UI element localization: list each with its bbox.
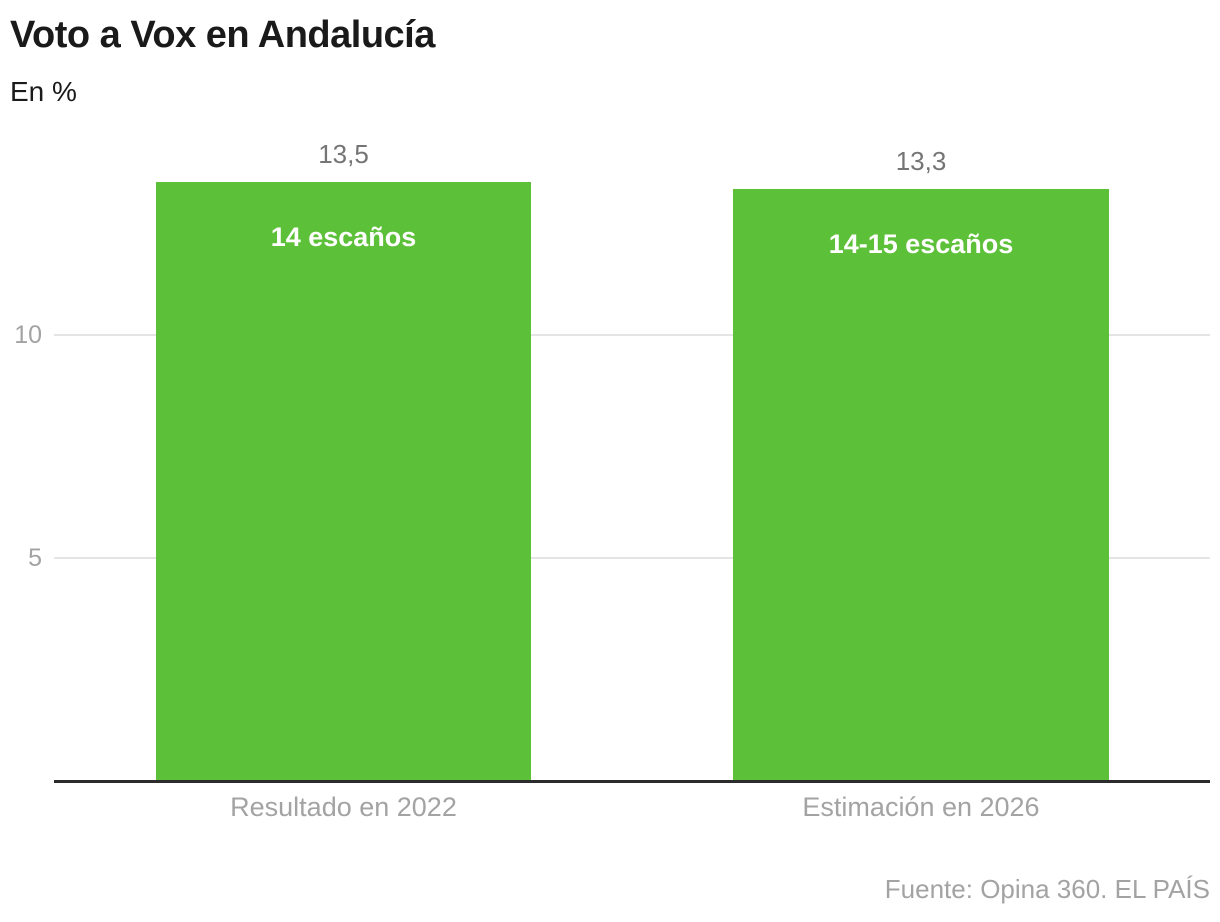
x-axis-baseline <box>54 780 1210 783</box>
chart-title: Voto a Vox en Andalucía <box>10 14 435 56</box>
chart-subtitle: En % <box>10 76 77 107</box>
value-label-2022: 13,5 <box>318 139 369 169</box>
ytick-10: 10 <box>14 321 42 349</box>
source-note: Fuente: Opina 360. EL PAÍS <box>884 874 1210 904</box>
gridline-5 <box>54 557 1210 559</box>
bar-annotation-2026: 14-15 escaños <box>828 229 1014 259</box>
bar-2022: 14 escaños <box>156 182 531 781</box>
xlabel-2026: Estimación en 2026 <box>802 792 1040 822</box>
bar-2026: 14-15 escaños <box>733 189 1109 781</box>
value-label-2026: 13,3 <box>895 146 947 176</box>
xlabel-2022: Resultado en 2022 <box>230 792 457 822</box>
bar-annotation-2022: 14 escaños <box>270 222 417 252</box>
ytick-5: 5 <box>28 544 42 572</box>
gridline-10 <box>54 334 1210 336</box>
